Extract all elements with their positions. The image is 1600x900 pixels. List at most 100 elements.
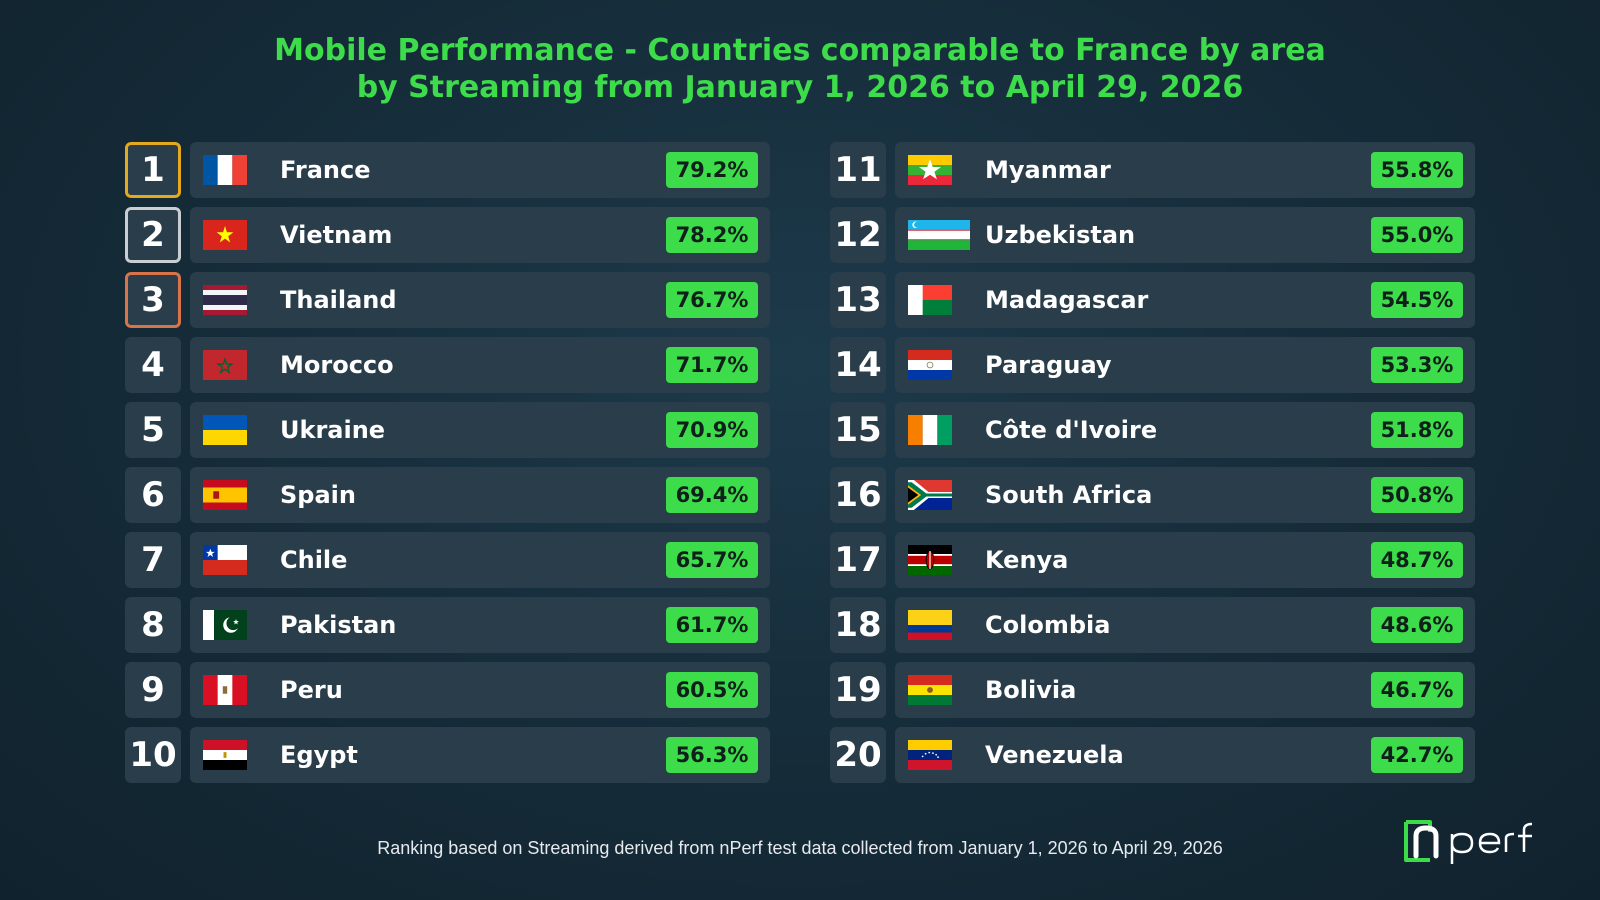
- egypt-flag-icon: [203, 740, 247, 770]
- percentage-badge: 79.2%: [666, 152, 758, 188]
- country-name: France: [280, 156, 371, 184]
- ukraine-flag-icon: [203, 415, 247, 445]
- title-line-1: Mobile Performance - Countries comparabl…: [274, 33, 1326, 68]
- rank-badge: 17: [830, 532, 886, 588]
- country-name: Ukraine: [280, 416, 386, 444]
- percentage-badge: 76.7%: [666, 282, 758, 318]
- percentage-badge: 71.7%: [666, 347, 758, 383]
- ranking-row: Egypt 56.3%: [190, 727, 770, 783]
- country-name: Venezuela: [985, 741, 1124, 769]
- thailand-flag-icon: [203, 285, 247, 315]
- rank-badge: 15: [830, 402, 886, 458]
- country-name: Madagascar: [985, 286, 1149, 314]
- rank-badge: 12: [830, 207, 886, 263]
- percentage-badge: 55.8%: [1371, 152, 1463, 188]
- ranking-row: Venezuela 42.7%: [895, 727, 1475, 783]
- rank-badge: 2: [125, 207, 181, 263]
- ranking-row: South Africa 50.8%: [895, 467, 1475, 523]
- colombia-flag-icon: [908, 610, 952, 640]
- rank-badge: 13: [830, 272, 886, 328]
- country-name: Pakistan: [280, 611, 397, 639]
- rank-badge: 4: [125, 337, 181, 393]
- rank-badge: 5: [125, 402, 181, 458]
- ranking-row: Myanmar 55.8%: [895, 142, 1475, 198]
- ranking-row: Uzbekistan 55.0%: [895, 207, 1475, 263]
- ranking-row: Ukraine 70.9%: [190, 402, 770, 458]
- rank-badge: 14: [830, 337, 886, 393]
- percentage-badge: 78.2%: [666, 217, 758, 253]
- venezuela-flag-icon: [908, 740, 952, 770]
- percentage-badge: 48.6%: [1371, 607, 1463, 643]
- percentage-badge: 50.8%: [1371, 477, 1463, 513]
- ranking-row: Bolivia 46.7%: [895, 662, 1475, 718]
- rank-badge: 20: [830, 727, 886, 783]
- france-flag-icon: [203, 155, 247, 185]
- morocco-flag-icon: [203, 350, 247, 380]
- rank-badge: 16: [830, 467, 886, 523]
- ranking-row: Côte d'Ivoire 51.8%: [895, 402, 1475, 458]
- rank-badge: 6: [125, 467, 181, 523]
- country-name: Egypt: [280, 741, 358, 769]
- rank-badge: 8: [125, 597, 181, 653]
- percentage-badge: 46.7%: [1371, 672, 1463, 708]
- percentage-badge: 65.7%: [666, 542, 758, 578]
- rank-badge: 3: [125, 272, 181, 328]
- rank-badge: 1: [125, 142, 181, 198]
- ranking-row: Peru 60.5%: [190, 662, 770, 718]
- country-name: Vietnam: [280, 221, 393, 249]
- myanmar-flag-icon: [908, 155, 952, 185]
- country-name: South Africa: [985, 481, 1153, 509]
- footer-note: Ranking based on Streaming derived from …: [377, 838, 1223, 858]
- kenya-flag-icon: [908, 545, 952, 575]
- ranking-row: Spain 69.4%: [190, 467, 770, 523]
- percentage-badge: 61.7%: [666, 607, 758, 643]
- country-name: Myanmar: [985, 156, 1111, 184]
- percentage-badge: 56.3%: [666, 737, 758, 773]
- bolivia-flag-icon: [908, 675, 952, 705]
- percentage-badge: 54.5%: [1371, 282, 1463, 318]
- percentage-badge: 53.3%: [1371, 347, 1463, 383]
- ranking-row: Colombia 48.6%: [895, 597, 1475, 653]
- rank-badge: 11: [830, 142, 886, 198]
- rank-badge: 19: [830, 662, 886, 718]
- madagascar-flag-icon: [908, 285, 952, 315]
- country-name: Uzbekistan: [985, 221, 1136, 249]
- country-name: Morocco: [280, 351, 394, 379]
- south-africa-flag-icon: [908, 480, 952, 510]
- percentage-badge: 69.4%: [666, 477, 758, 513]
- country-name: Paraguay: [985, 351, 1112, 379]
- page-title: Mobile Performance - Countries comparabl…: [0, 32, 1600, 106]
- country-name: Côte d'Ivoire: [985, 416, 1158, 444]
- ranking-row: Thailand 76.7%: [190, 272, 770, 328]
- ranking-row: Vietnam 78.2%: [190, 207, 770, 263]
- rank-badge: 10: [125, 727, 181, 783]
- nperf-logo-icon: [1396, 812, 1572, 870]
- country-name: Bolivia: [985, 676, 1077, 704]
- percentage-badge: 70.9%: [666, 412, 758, 448]
- ranking-row: Chile 65.7%: [190, 532, 770, 588]
- vietnam-flag-icon: [203, 220, 247, 250]
- ranking-row: Kenya 48.7%: [895, 532, 1475, 588]
- rank-badge: 9: [125, 662, 181, 718]
- country-name: Chile: [280, 546, 348, 574]
- ranking-row: Paraguay 53.3%: [895, 337, 1475, 393]
- rank-badge: 7: [125, 532, 181, 588]
- percentage-badge: 42.7%: [1371, 737, 1463, 773]
- spain-flag-icon: [203, 480, 247, 510]
- ranking-row: Pakistan 61.7%: [190, 597, 770, 653]
- percentage-badge: 48.7%: [1371, 542, 1463, 578]
- rank-badge: 18: [830, 597, 886, 653]
- ranking-row: France 79.2%: [190, 142, 770, 198]
- percentage-badge: 60.5%: [666, 672, 758, 708]
- country-name: Kenya: [985, 546, 1069, 574]
- country-name: Peru: [280, 676, 343, 704]
- ranking-row: Madagascar 54.5%: [895, 272, 1475, 328]
- title-line-2: by Streaming from January 1, 2026 to Apr…: [356, 70, 1244, 105]
- ranking-row: Morocco 71.7%: [190, 337, 770, 393]
- country-name: Colombia: [985, 611, 1111, 639]
- country-name: Thailand: [280, 286, 397, 314]
- peru-flag-icon: [203, 675, 247, 705]
- country-name: Spain: [280, 481, 356, 509]
- percentage-badge: 55.0%: [1371, 217, 1463, 253]
- pakistan-flag-icon: [203, 610, 247, 640]
